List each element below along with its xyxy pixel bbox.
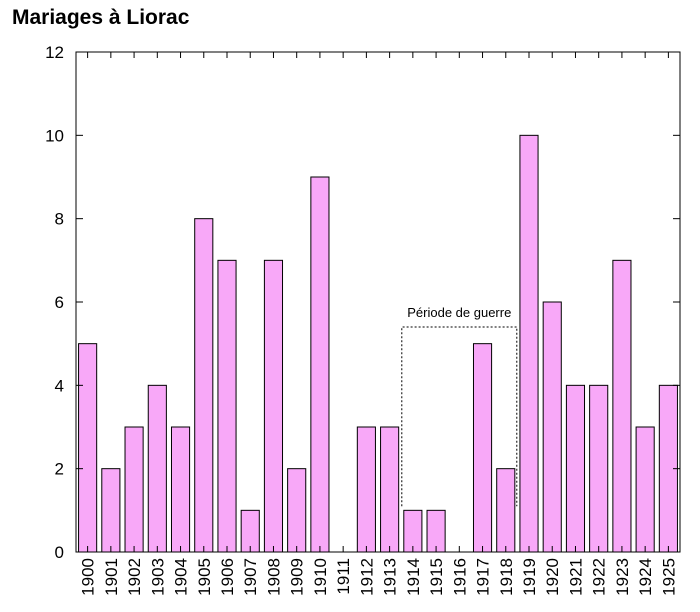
y-tick-label: 6 (55, 293, 64, 312)
bars-group (78, 134, 678, 553)
x-tick-label: 1923 (613, 558, 632, 596)
x-tick-label: 1906 (218, 558, 237, 596)
bar-1901 (101, 468, 121, 553)
x-tick-label: 1900 (79, 558, 98, 596)
y-tick-label: 4 (55, 376, 64, 395)
x-tick-label: 1903 (148, 558, 167, 596)
chart-title: Mariages à Liorac (12, 6, 190, 29)
x-tick-label: 1918 (497, 558, 516, 596)
x-tick-label: 1922 (590, 558, 609, 596)
bar-1920 (542, 301, 562, 553)
x-tick-label: 1909 (288, 558, 307, 596)
y-tick-label: 12 (45, 43, 64, 62)
x-tick-label: 1910 (311, 558, 330, 596)
x-tick-label: 1916 (450, 558, 469, 596)
annotation-label: Période de guerre (407, 305, 511, 320)
x-tick-label: 1919 (520, 558, 539, 596)
bar-1909 (287, 468, 307, 553)
bar-1900 (78, 343, 98, 553)
x-tick-label: 1917 (474, 558, 493, 596)
x-tick-label: 1925 (659, 558, 678, 596)
y-tick-label: 0 (55, 543, 64, 562)
x-tick-label: 1914 (404, 558, 423, 596)
y-axis-ticks: 0 2 4 6 8 10 12 (45, 43, 680, 562)
bar-1915 (426, 509, 446, 553)
bar-1904 (170, 426, 191, 553)
bar-1921 (565, 384, 586, 553)
bar-1922 (589, 384, 609, 553)
x-tick-label: 1902 (125, 558, 144, 596)
x-tick-label: 1904 (172, 558, 191, 596)
bar-1912 (356, 426, 376, 553)
x-tick-label: 1911 (334, 558, 353, 595)
x-tick-label: 1912 (357, 558, 376, 596)
bar-1914 (403, 509, 423, 553)
bar-1907 (240, 509, 260, 553)
x-axis-ticks: 1900 1901 1902 1903 1904 1905 1906 1907 1908 1909… (79, 52, 678, 596)
bar-1906 (217, 259, 237, 553)
bar-1908 (263, 259, 284, 553)
bar-1903 (147, 384, 167, 553)
x-tick-label: 1915 (427, 558, 446, 596)
x-tick-label: 1908 (265, 558, 284, 596)
x-tick-label: 1921 (567, 558, 586, 596)
x-tick-label: 1920 (543, 558, 562, 596)
y-tick-label: 2 (55, 460, 64, 479)
bar-1918 (496, 468, 516, 553)
bar-1919 (519, 134, 539, 553)
bar-1917 (472, 343, 493, 553)
bar-1923 (612, 259, 632, 553)
y-tick-label: 8 (55, 210, 64, 229)
bar-1910 (310, 176, 330, 553)
x-tick-label: 1907 (241, 558, 260, 596)
y-tick-label: 10 (45, 126, 64, 145)
x-tick-label: 1913 (381, 558, 400, 596)
war-period-annotation: Période de guerre (401, 305, 518, 507)
x-tick-label: 1924 (636, 558, 655, 596)
annotation-bracket (401, 326, 518, 507)
x-tick-label: 1905 (195, 558, 214, 596)
bar-1913 (380, 426, 400, 553)
bar-1902 (124, 426, 144, 553)
bar-1905 (194, 218, 214, 553)
bar-1924 (635, 426, 655, 553)
x-tick-label: 1901 (102, 558, 121, 596)
